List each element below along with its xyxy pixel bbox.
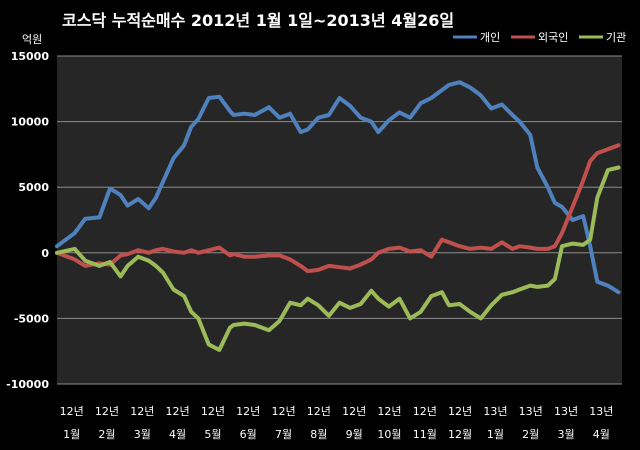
x-tick-label-year: 13년	[519, 405, 543, 418]
x-tick-label-year: 12년	[448, 405, 472, 418]
series-lines	[55, 80, 621, 352]
x-tick-label-month: 12월	[448, 428, 472, 441]
x-tick-label-month: 5월	[204, 428, 221, 441]
x-tick-label-month: 3월	[134, 428, 151, 441]
x-tick-label-month: 4월	[169, 428, 186, 441]
x-tick-label-month: 1월	[63, 428, 80, 441]
x-tick-label-year: 12년	[130, 405, 154, 418]
x-tick-label-month: 7월	[275, 428, 292, 441]
x-tick-label-month: 2월	[522, 428, 539, 441]
x-tick-label-year: 13년	[483, 405, 507, 418]
x-tick-label-month: 4월	[593, 428, 610, 441]
legend: 개인 외국인 기관	[453, 31, 626, 44]
y-tick-label: 5000	[18, 181, 49, 194]
y-tick-label: 15000	[11, 50, 50, 63]
x-axis-ticks: 12년 1월 12년 2월 12년 3월 12년 4월 12년 5월 12년 6월 12년 7월 12년 8월…	[60, 405, 614, 441]
x-tick-label-month: 6월	[240, 428, 257, 441]
y-axis-unit-label: 억원	[22, 33, 42, 46]
x-tick-label-year: 12년	[95, 405, 119, 418]
x-tick-label-year: 13년	[554, 405, 578, 418]
x-tick-label-year: 12년	[201, 405, 225, 418]
x-tick-label-year: 12년	[413, 405, 437, 418]
x-tick-label-month: 3월	[557, 428, 574, 441]
x-tick-label-month: 11월	[413, 428, 437, 441]
x-tick-label-month: 2월	[98, 428, 115, 441]
x-tick-label-month: 1월	[487, 428, 504, 441]
x-tick-label-year: 12년	[60, 405, 84, 418]
chart-title: 코스닥 누적순매수 2012년 1월 1일~2013년 4월26일	[62, 11, 454, 30]
x-tick-label-year: 13년	[589, 405, 613, 418]
x-tick-label-year: 12년	[307, 405, 331, 418]
y-tick-label: 0	[41, 247, 49, 260]
series-line	[55, 143, 621, 274]
x-tick-label-year: 12년	[271, 405, 295, 418]
y-tick-label: -10000	[6, 378, 49, 391]
x-tick-label-month: 9월	[346, 428, 363, 441]
y-axis-ticks: 15000 10000 5000 0 -5000 -10000	[6, 50, 49, 391]
series-line	[55, 165, 621, 352]
x-tick-label-year: 12년	[236, 405, 260, 418]
x-tick-label-month: 8월	[310, 428, 327, 441]
y-tick-label: 10000	[11, 116, 50, 129]
legend-label: 기관	[606, 31, 626, 44]
legend-label: 외국인	[538, 31, 568, 44]
series-line	[55, 80, 621, 295]
y-tick-label: -5000	[14, 312, 50, 325]
x-tick-label-year: 12년	[342, 405, 366, 418]
x-tick-label-year: 12년	[166, 405, 190, 418]
legend-label: 개인	[480, 31, 500, 44]
plot-area	[57, 56, 622, 384]
x-tick-label-month: 10월	[377, 428, 401, 441]
x-tick-label-year: 12년	[377, 405, 401, 418]
